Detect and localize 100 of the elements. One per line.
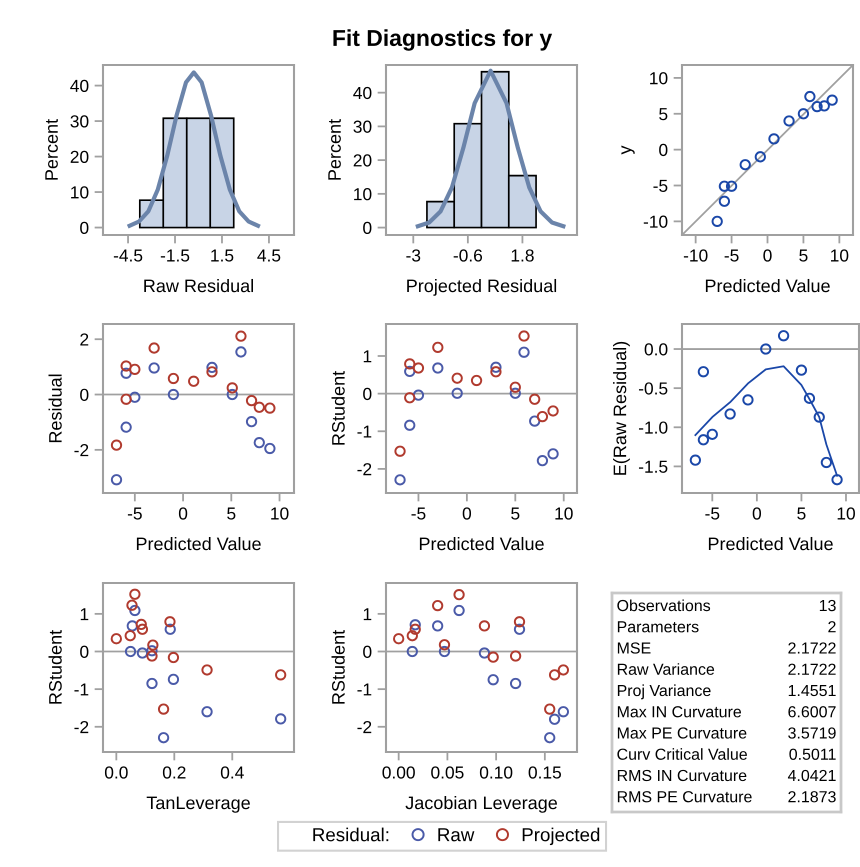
x-axis-title: Raw Residual [144,278,253,292]
text: Fit Diagnostics for y [333,29,552,51]
x-tick-label: 5 [227,508,236,520]
x-tick-label: -0.6 [454,249,482,262]
text: 3.5719 [788,727,836,739]
y-axis-title: RStudent [332,630,345,704]
x-axis-title: TanLeverage [146,796,250,813]
y-tick-label: -10 [644,216,668,228]
legend-title: Residual: [313,828,388,842]
y-tick-label: -0.5 [638,382,668,395]
x-tick-label: 4.5 [257,250,280,262]
x-tick-label: 5 [511,508,520,520]
y-tick-label: 5 [659,108,668,120]
y-tick-label: -5 [653,180,668,192]
category-label: RMS IN Curvature [618,770,746,782]
category-label: Parameters [618,621,699,632]
x-tick-label: 0.0 [104,766,128,779]
y-tick-label: 1 [80,608,88,620]
x-tick-label: -1.5 [160,250,190,262]
y-tick-label: 0 [363,646,372,658]
y-tick-label: 1 [364,350,372,362]
y-tick-label: 0 [363,388,372,400]
text: 0.5011 [789,748,836,760]
text: 13 [820,600,836,612]
y-tick-label: 0.0 [644,343,668,356]
y-axis-title: Percent [45,119,58,180]
y-tick-label: -2 [357,463,372,476]
y-axis-title: y [621,146,635,154]
x-tick-label: 0.00 [382,766,415,779]
category-label: Observations [617,599,710,612]
x-axis-title: Predicted Value [420,536,544,550]
x-tick-label: 0.2 [162,766,186,779]
x-axis-title: Jacobian Leverage [405,796,557,813]
x-tick-label: -4.5 [114,250,142,262]
y-tick-label: 40 [70,80,88,92]
y-tick-label: 30 [353,120,372,133]
y-tick-label: 0 [80,388,88,401]
x-axis-title: Predicted Value [136,536,261,550]
y-tick-label: 0 [80,646,88,658]
x-tick-label: -5 [128,508,142,520]
y-axis-title: RStudent [48,630,62,704]
x-tick-label: -5 [724,250,739,262]
x-tick-label: 1.8 [512,249,534,262]
y-tick-label: -1 [74,683,88,696]
y-tick-label: -2 [74,720,88,734]
text: 2 [828,621,836,632]
x-tick-label: 0.15 [528,766,562,779]
x-tick-label: 10 [831,249,848,262]
text: 6.6007 [788,706,836,718]
legend-label: Projected [522,828,600,846]
x-tick-label: 0 [178,507,188,520]
y-tick-label: 30 [70,115,88,128]
x-tick-label: 5 [799,250,808,262]
y-tick-label: 20 [70,150,88,164]
text: 2.1722 [788,642,836,654]
y-tick-label: -1.5 [638,460,668,473]
category-label: Raw Variance [618,663,714,675]
y-tick-label: 2 [80,333,88,346]
y-tick-label: 10 [354,188,372,200]
y-tick-label: -1.0 [638,421,668,434]
x-tick-label: -5 [412,508,426,520]
y-tick-label: 40 [353,86,372,100]
y-tick-label: 0 [363,222,372,234]
text: 2.1722 [788,664,836,675]
y-tick-label: -1 [357,683,372,696]
y-tick-label: -2 [357,720,372,734]
x-axis-title: Predicted Value [706,278,830,292]
x-tick-label: -10 [684,249,708,262]
x-tick-label: 5 [797,508,806,520]
legend-label: Raw [438,828,474,842]
y-tick-label: -1 [357,426,372,438]
x-tick-label: 0 [763,249,772,262]
x-axis-title: Projected Residual [407,278,556,296]
y-axis-title: E(Raw Residual) [613,342,630,475]
y-axis-title: Residual [48,374,62,442]
category-label: Curv Critical Value [617,748,747,760]
x-tick-label: -5 [705,508,720,520]
category-label: Proj Variance [618,684,711,700]
category-label: RMS PE Curvature [618,791,752,802]
x-tick-label: 0 [462,507,472,520]
y-axis-title: RStudent [332,370,345,445]
x-tick-label: 10 [555,507,573,520]
y-tick-label: 20 [354,154,372,167]
x-tick-label: 0.10 [480,766,512,779]
category-label: Max IN Curvature [618,706,742,718]
y-tick-label: 1 [364,608,372,620]
category-label: MSE [618,642,651,654]
category-label: Max PE Curvature [618,727,746,739]
x-tick-label: 0 [752,507,762,520]
text: 4.0421 [788,770,836,782]
text: 1.4551 [788,685,836,696]
y-tick-label: -2 [74,444,88,456]
x-tick-label: -3 [406,249,420,262]
y-tick-label: 10 [71,186,88,199]
x-tick-label: 1.5 [211,250,234,262]
x-tick-label: 0.4 [220,766,244,779]
x-tick-label: 10 [271,507,289,520]
text: 2.1873 [788,791,836,802]
y-tick-label: 10 [650,72,668,84]
x-tick-label: 10 [838,507,855,520]
